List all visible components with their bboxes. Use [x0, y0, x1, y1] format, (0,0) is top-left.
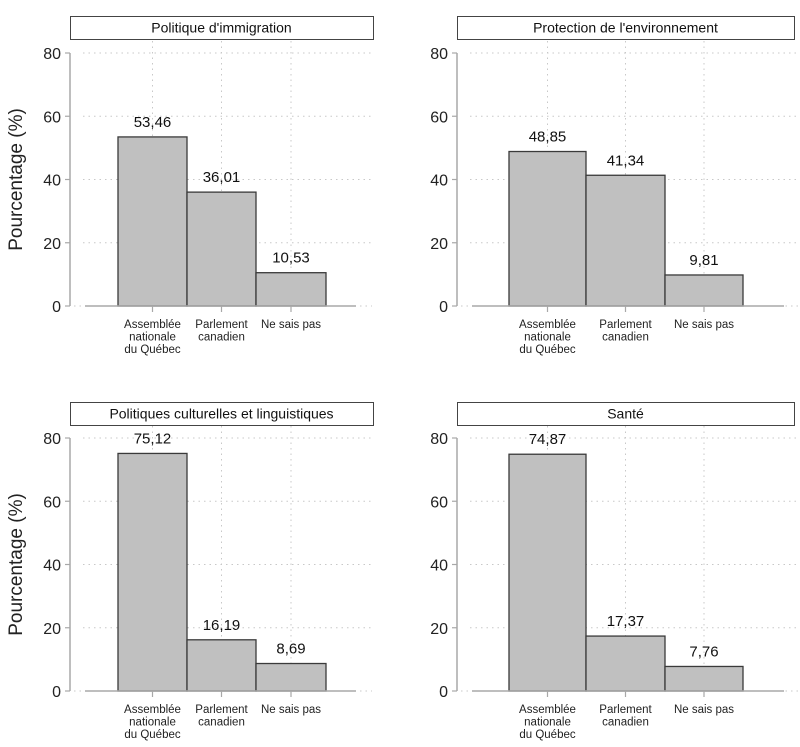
x-tick-label-line: Assemblée — [519, 319, 576, 331]
x-tick-label-line: nationale — [524, 717, 571, 729]
panel-title-box — [70, 16, 374, 40]
x-tick-label-line: nationale — [129, 717, 176, 729]
x-tick-label: Ne sais pas — [674, 704, 734, 716]
bar — [664, 665, 744, 692]
x-tick-label: Assemblée nationale du Québec — [124, 319, 181, 356]
bar-value-label: 36,01 — [203, 169, 241, 186]
bar — [585, 635, 666, 692]
x-tick-label-line: du Québec — [519, 729, 576, 741]
bar — [255, 272, 327, 307]
x-tick-label-line: Assemblée — [519, 704, 576, 716]
bar — [585, 174, 666, 307]
y-tick-label: 0 — [439, 299, 448, 316]
panel-title-box — [457, 402, 795, 426]
bar — [508, 453, 587, 692]
chart-panel-3: Politiques culturelles et linguistiques 7… — [6, 402, 374, 741]
bar-value-label: 41,34 — [607, 152, 645, 169]
y-tick-label: 80 — [43, 431, 61, 448]
bar — [117, 452, 188, 692]
x-tick-label: Parlement canadien — [599, 319, 652, 344]
x-tick-label-line: Assemblée — [124, 319, 181, 331]
panel-title: Protection de l'environnement — [533, 20, 718, 36]
bar-value-label: 7,76 — [689, 643, 718, 660]
bar — [664, 274, 744, 307]
x-tick-label-line: Parlement — [599, 319, 652, 331]
y-tick-label: 0 — [439, 684, 448, 701]
y-tick-label: 80 — [430, 46, 448, 63]
panel-title: Politiques culturelles et linguistiques — [109, 406, 333, 422]
x-tick-label-line: Assemblée — [124, 704, 181, 716]
y-tick-label: 80 — [43, 46, 61, 63]
y-tick-label: 20 — [43, 236, 61, 253]
y-tick-label: 0 — [52, 299, 61, 316]
y-tick-label: 60 — [43, 494, 61, 511]
x-tick-label: Ne sais pas — [674, 319, 734, 331]
bar-value-label: 74,87 — [529, 431, 567, 448]
bar — [186, 639, 257, 692]
x-tick-label-line: Parlement — [599, 704, 652, 716]
panel-title: Politique d'immigration — [151, 20, 291, 36]
y-tick-label: 60 — [43, 109, 61, 126]
bar — [186, 191, 257, 307]
x-tick-label-line: canadien — [602, 332, 649, 344]
x-tick-label-line: nationale — [129, 332, 176, 344]
panel-title-box — [457, 16, 795, 40]
x-tick-label-line: du Québec — [124, 344, 181, 356]
y-tick-label: 0 — [52, 684, 61, 701]
x-tick-label: Parlement canadien — [195, 704, 248, 729]
bar-value-label: 10,53 — [272, 250, 310, 267]
x-tick-label-line: canadien — [198, 717, 245, 729]
bar — [255, 662, 327, 692]
x-tick-label-line: Ne sais pas — [261, 704, 321, 716]
x-tick-label-line: du Québec — [519, 344, 576, 356]
panel-title-box — [70, 402, 374, 426]
y-tick-label: 40 — [430, 558, 448, 575]
bar-value-label: 9,81 — [689, 252, 718, 269]
y-tick-label: 40 — [43, 173, 61, 190]
x-tick-label: Parlement canadien — [599, 704, 652, 729]
x-tick-label-line: Parlement — [195, 704, 248, 716]
y-tick-label: 60 — [430, 494, 448, 511]
chart-panel-2: Protection de l'environnement 48,85 41,34 9… — [430, 16, 800, 356]
x-tick-label-line: du Québec — [124, 729, 181, 741]
y-axis-label: Pourcentage (%) — [6, 493, 27, 636]
x-tick-label: Assemblée nationale du Québec — [519, 319, 576, 356]
panel-title: Santé — [607, 406, 644, 422]
bar — [508, 150, 587, 307]
x-tick-label-line: canadien — [198, 332, 245, 344]
bar-value-label: 75,12 — [134, 430, 172, 447]
x-tick-label: Assemblée nationale du Québec — [519, 704, 576, 741]
y-tick-label: 20 — [43, 621, 61, 638]
bar-value-label: 8,69 — [276, 641, 305, 658]
chart-panel-4: Santé 74,87 17,37 7,76 0 20 40 60 80 Assemblée nat… — [430, 402, 800, 741]
bar-value-label: 16,19 — [203, 617, 241, 634]
bar-value-label: 53,46 — [134, 114, 172, 131]
x-tick-label-line: canadien — [602, 717, 649, 729]
y-tick-label: 80 — [430, 431, 448, 448]
y-tick-label: 20 — [430, 236, 448, 253]
chart-panel-1: Politique d'immigration 53,46 36,01 10,53 0 2… — [6, 16, 374, 356]
bar-value-label: 17,37 — [607, 613, 645, 630]
x-tick-label: Ne sais pas — [261, 319, 321, 331]
y-tick-label: 20 — [430, 621, 448, 638]
y-axis-label: Pourcentage (%) — [6, 108, 27, 251]
x-tick-label: Parlement canadien — [195, 319, 248, 344]
x-tick-label-line: Ne sais pas — [674, 319, 734, 331]
bar — [117, 136, 188, 307]
x-tick-label-line: nationale — [524, 332, 571, 344]
x-tick-label: Assemblée nationale du Québec — [124, 704, 181, 741]
y-tick-label: 60 — [430, 109, 448, 126]
x-tick-label-line: Ne sais pas — [674, 704, 734, 716]
x-tick-label: Ne sais pas — [261, 704, 321, 716]
x-tick-label-line: Parlement — [195, 319, 248, 331]
y-tick-label: 40 — [430, 173, 448, 190]
x-tick-label-line: Ne sais pas — [261, 319, 321, 331]
bar-value-label: 48,85 — [529, 129, 567, 146]
y-tick-label: 40 — [43, 558, 61, 575]
